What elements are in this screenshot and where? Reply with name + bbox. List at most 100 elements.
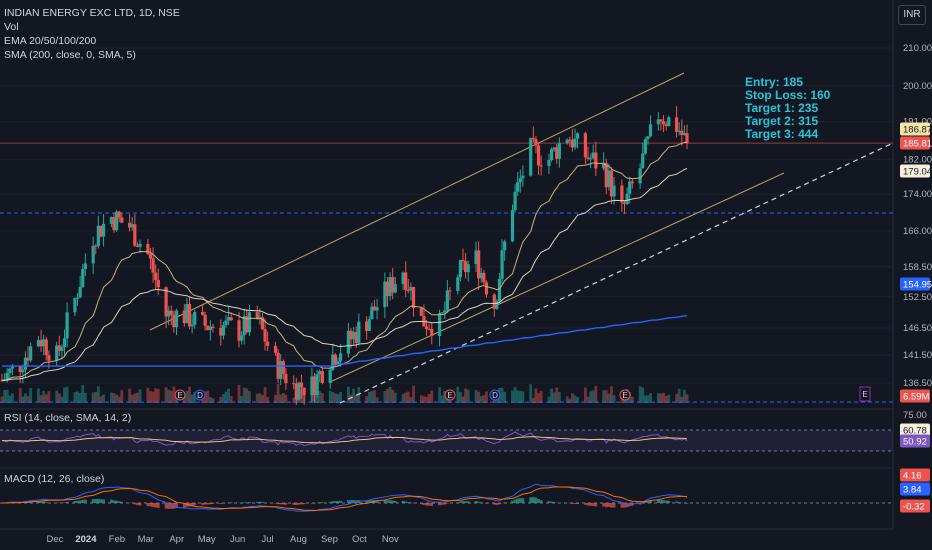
macd-histogram-bar (495, 503, 499, 505)
volume-bar (224, 391, 228, 403)
candle-body (83, 263, 87, 270)
volume-bar (133, 393, 137, 403)
candle-body (349, 330, 353, 340)
candle-body (664, 124, 668, 127)
volume-bar (675, 393, 678, 403)
candle-body (477, 250, 481, 279)
macd-histogram-bar (511, 500, 514, 503)
candle-body (661, 121, 666, 125)
volume-bar (73, 392, 77, 403)
macd-histogram-bar (203, 503, 207, 505)
target3-label: Target 3: 444 (745, 127, 819, 141)
rsi-ma-line (1, 436, 688, 444)
candle-body (497, 278, 502, 301)
volume-bar (339, 392, 342, 403)
macd-histogram-bar (667, 500, 671, 503)
time-tick-label: May (198, 534, 216, 545)
candle-body (500, 250, 504, 279)
candle-body (589, 158, 593, 160)
time-tick-label: 2024 (75, 534, 97, 545)
volume-bar (292, 397, 296, 403)
macd-histogram-bar (331, 501, 335, 503)
volume-bar (576, 396, 580, 403)
candle-body (370, 306, 374, 320)
volume-bar (193, 391, 197, 403)
candle-body (677, 130, 681, 133)
volume-bar (109, 392, 113, 403)
macd-histogram-bar (570, 503, 574, 504)
candle-body (47, 355, 51, 361)
volume-bar (656, 392, 660, 403)
macd-histogram-bar (531, 497, 535, 503)
volume-bar (500, 387, 504, 403)
volume-bar (529, 384, 533, 403)
macd-histogram-bar (521, 498, 525, 503)
candle-body (255, 312, 259, 319)
candle-body (115, 211, 119, 231)
candle-body (385, 281, 390, 297)
macd-histogram-bar (190, 503, 194, 507)
price-tick-label: 166.00 (903, 226, 932, 237)
candle-body (167, 310, 171, 317)
candle-body (367, 319, 371, 331)
macd-histogram-bar (336, 501, 340, 503)
volume-bar (112, 393, 116, 403)
target1-label: Target 1: 235 (745, 101, 819, 115)
volume-bar (638, 386, 642, 403)
candle-body (154, 272, 158, 280)
volume-bar (547, 396, 551, 403)
volume-bar (367, 391, 371, 403)
macd-histogram-bar (193, 503, 197, 506)
candle-body (96, 225, 100, 246)
time-tick-label: Mar (138, 534, 154, 545)
candle-body (609, 170, 614, 197)
candle-body (667, 117, 671, 127)
macd-histogram-bar (120, 501, 124, 503)
macd-histogram-bar (479, 502, 483, 503)
volume-bar (565, 396, 569, 403)
volume-bar (242, 387, 246, 403)
macd-histogram-bar (552, 501, 556, 503)
macd-histogram-bar (662, 500, 665, 503)
macd-histogram-bar (586, 503, 590, 506)
time-tick-label: Sep (321, 534, 338, 545)
volume-bar (219, 396, 223, 403)
candle-body (338, 353, 343, 362)
currency-button[interactable]: INR (898, 5, 926, 25)
macd-histogram-bar (602, 503, 606, 507)
candle-body (594, 152, 598, 169)
rsi-line (1, 431, 688, 447)
candle-body (336, 361, 340, 365)
volume-bar (318, 391, 322, 403)
volume-bar (203, 391, 207, 403)
volume-bar (102, 394, 105, 403)
candle-body (474, 250, 478, 265)
ema-legend: EMA 20/50/100/200 (4, 35, 97, 47)
volume-bar (276, 383, 280, 403)
macd-histogram-bar (26, 502, 30, 503)
candle-body (146, 243, 150, 254)
volume-bar (680, 396, 684, 403)
macd-tag (900, 468, 930, 482)
candle-body (0, 380, 4, 382)
candle-body (328, 369, 332, 384)
volume-bar (245, 388, 249, 403)
candle-body (682, 133, 686, 136)
candle-body (674, 117, 679, 133)
macd-histogram-bar (94, 499, 98, 503)
candle-body (518, 178, 522, 183)
volume-bar (591, 390, 595, 403)
candle-body (75, 297, 80, 299)
candle-body (372, 306, 377, 311)
macd-histogram-bar (589, 503, 593, 506)
candle-body (138, 243, 142, 247)
time-tick-label: Nov (382, 534, 399, 545)
rsi-legend: RSI (14, close, SMA, 14, 2) (4, 412, 132, 424)
volume-bar (185, 390, 189, 403)
candle-body (583, 133, 588, 158)
candle-body (130, 224, 134, 228)
macd-histogram-bar (492, 503, 496, 505)
macd-histogram-bar (623, 503, 626, 508)
volume-bar (164, 387, 168, 403)
